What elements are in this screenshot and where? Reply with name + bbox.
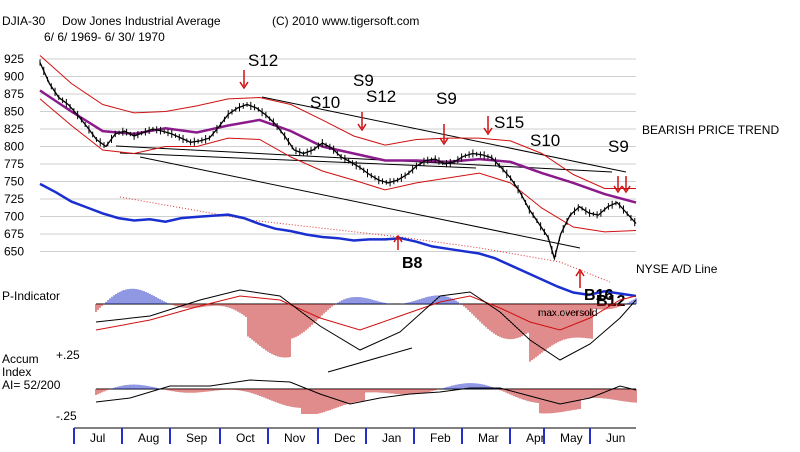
p-indicator-ma xyxy=(95,295,637,331)
nyse-ad-line xyxy=(39,182,637,298)
p-indicator-divergence-line xyxy=(327,347,413,373)
signal-arrowhead xyxy=(393,234,403,243)
x-axis-month-label: Mar xyxy=(478,431,499,445)
signal-arrowhead xyxy=(575,268,585,277)
ad-trend-dotted xyxy=(119,196,611,283)
x-axis-month-label: Dec xyxy=(334,431,355,445)
accum-label-1: Accum xyxy=(2,352,39,366)
signal-arrowhead xyxy=(613,185,623,194)
price-y-axis: 925 900 875 850 825 800 775 750 725 700 675 650 xyxy=(4,52,24,259)
x-axis-month-label: Jun xyxy=(606,431,625,445)
signal-arrowhead xyxy=(439,137,449,146)
lower-band-line xyxy=(39,98,637,233)
signal-s10-apr: S10 xyxy=(530,131,560,150)
price-y-tick-label: 825 xyxy=(4,122,24,136)
accum-index-bars xyxy=(95,383,637,414)
signal-arrowhead xyxy=(483,127,493,136)
price-y-tick-label: 750 xyxy=(4,175,24,189)
signal-arrowhead xyxy=(621,185,631,194)
price-y-tick-label: 725 xyxy=(4,192,24,206)
accum-lower-level: -.25 xyxy=(56,409,77,423)
upper-band-line xyxy=(39,55,636,189)
price-line xyxy=(39,62,637,261)
header-title: Dow Jones Industrial Average xyxy=(62,14,221,28)
signal-arrowhead xyxy=(239,81,249,90)
signal-b8-jan: B8 xyxy=(402,255,423,272)
signal-b16-may: B16 xyxy=(584,287,613,304)
p-indicator-line xyxy=(95,289,637,361)
header-symbol: DJIA-30 xyxy=(2,14,46,28)
max-oversold-label: max.oversold xyxy=(538,308,597,319)
accum-upper-level: +.25 xyxy=(56,348,80,362)
price-gridlines xyxy=(40,58,636,252)
signal-s15-mar: S15 xyxy=(494,113,524,132)
moving-average-line xyxy=(39,89,637,204)
signal-s12-oct: S12 xyxy=(248,51,278,70)
price-y-tick-label: 875 xyxy=(4,87,24,101)
x-axis-month-label: Oct xyxy=(236,431,255,445)
price-y-tick-label: 925 xyxy=(4,52,24,66)
x-axis-month-label: Apr xyxy=(526,431,545,445)
x-axis-month-label: Nov xyxy=(284,431,305,445)
x-axis-month-label: Sep xyxy=(186,431,208,445)
p-indicator-bars xyxy=(95,288,637,362)
price-y-tick-label: 850 xyxy=(4,105,24,119)
signal-s10-nov: S10 xyxy=(310,93,340,112)
signal-s12-dec: S12 xyxy=(366,87,396,106)
accum-label-3: AI= 52/200 xyxy=(2,378,61,392)
price-y-tick-label: 675 xyxy=(4,227,24,241)
price-y-tick-label: 800 xyxy=(4,140,24,154)
signal-arrowhead xyxy=(357,123,367,132)
trend-lines xyxy=(115,96,627,249)
x-axis-month-label: Aug xyxy=(138,431,159,445)
header-copyright: (C) 2010 www.tigersoft.com xyxy=(272,14,419,28)
signals: S12 S9 S10 S12 S9 S15 S10 S9 B8 B16 B12 xyxy=(239,51,631,310)
x-axis-month-label: May xyxy=(560,431,583,445)
bearish-trend-label: BEARISH PRICE TREND xyxy=(642,123,779,137)
accum-label-2: Index xyxy=(2,365,31,379)
price-y-tick-label: 775 xyxy=(4,157,24,171)
signal-s9-feb: S9 xyxy=(436,89,457,108)
x-axis: Jul Aug Sep Oct Nov Dec Jan Feb Mar Apr May Jun xyxy=(73,428,625,445)
price-y-tick-label: 900 xyxy=(4,70,24,84)
ad-line-label: NYSE A/D Line xyxy=(636,262,718,276)
signal-s9-jun: S9 xyxy=(608,137,629,156)
p-indicator-label: P-Indicator xyxy=(2,289,60,303)
accum-index-ma xyxy=(95,379,637,405)
price-y-tick-label: 650 xyxy=(4,245,24,259)
x-axis-month-label: Feb xyxy=(430,431,451,445)
x-axis-month-label: Jul xyxy=(90,431,105,445)
x-axis-month-label: Jan xyxy=(382,431,401,445)
lower-trend-line xyxy=(139,156,581,249)
header-date-range: 6/ 6/ 1969- 6/ 30/ 1970 xyxy=(44,30,165,44)
price-bars xyxy=(39,59,636,257)
signal-s9-dec: S9 xyxy=(353,71,374,90)
price-y-tick-label: 700 xyxy=(4,210,24,224)
